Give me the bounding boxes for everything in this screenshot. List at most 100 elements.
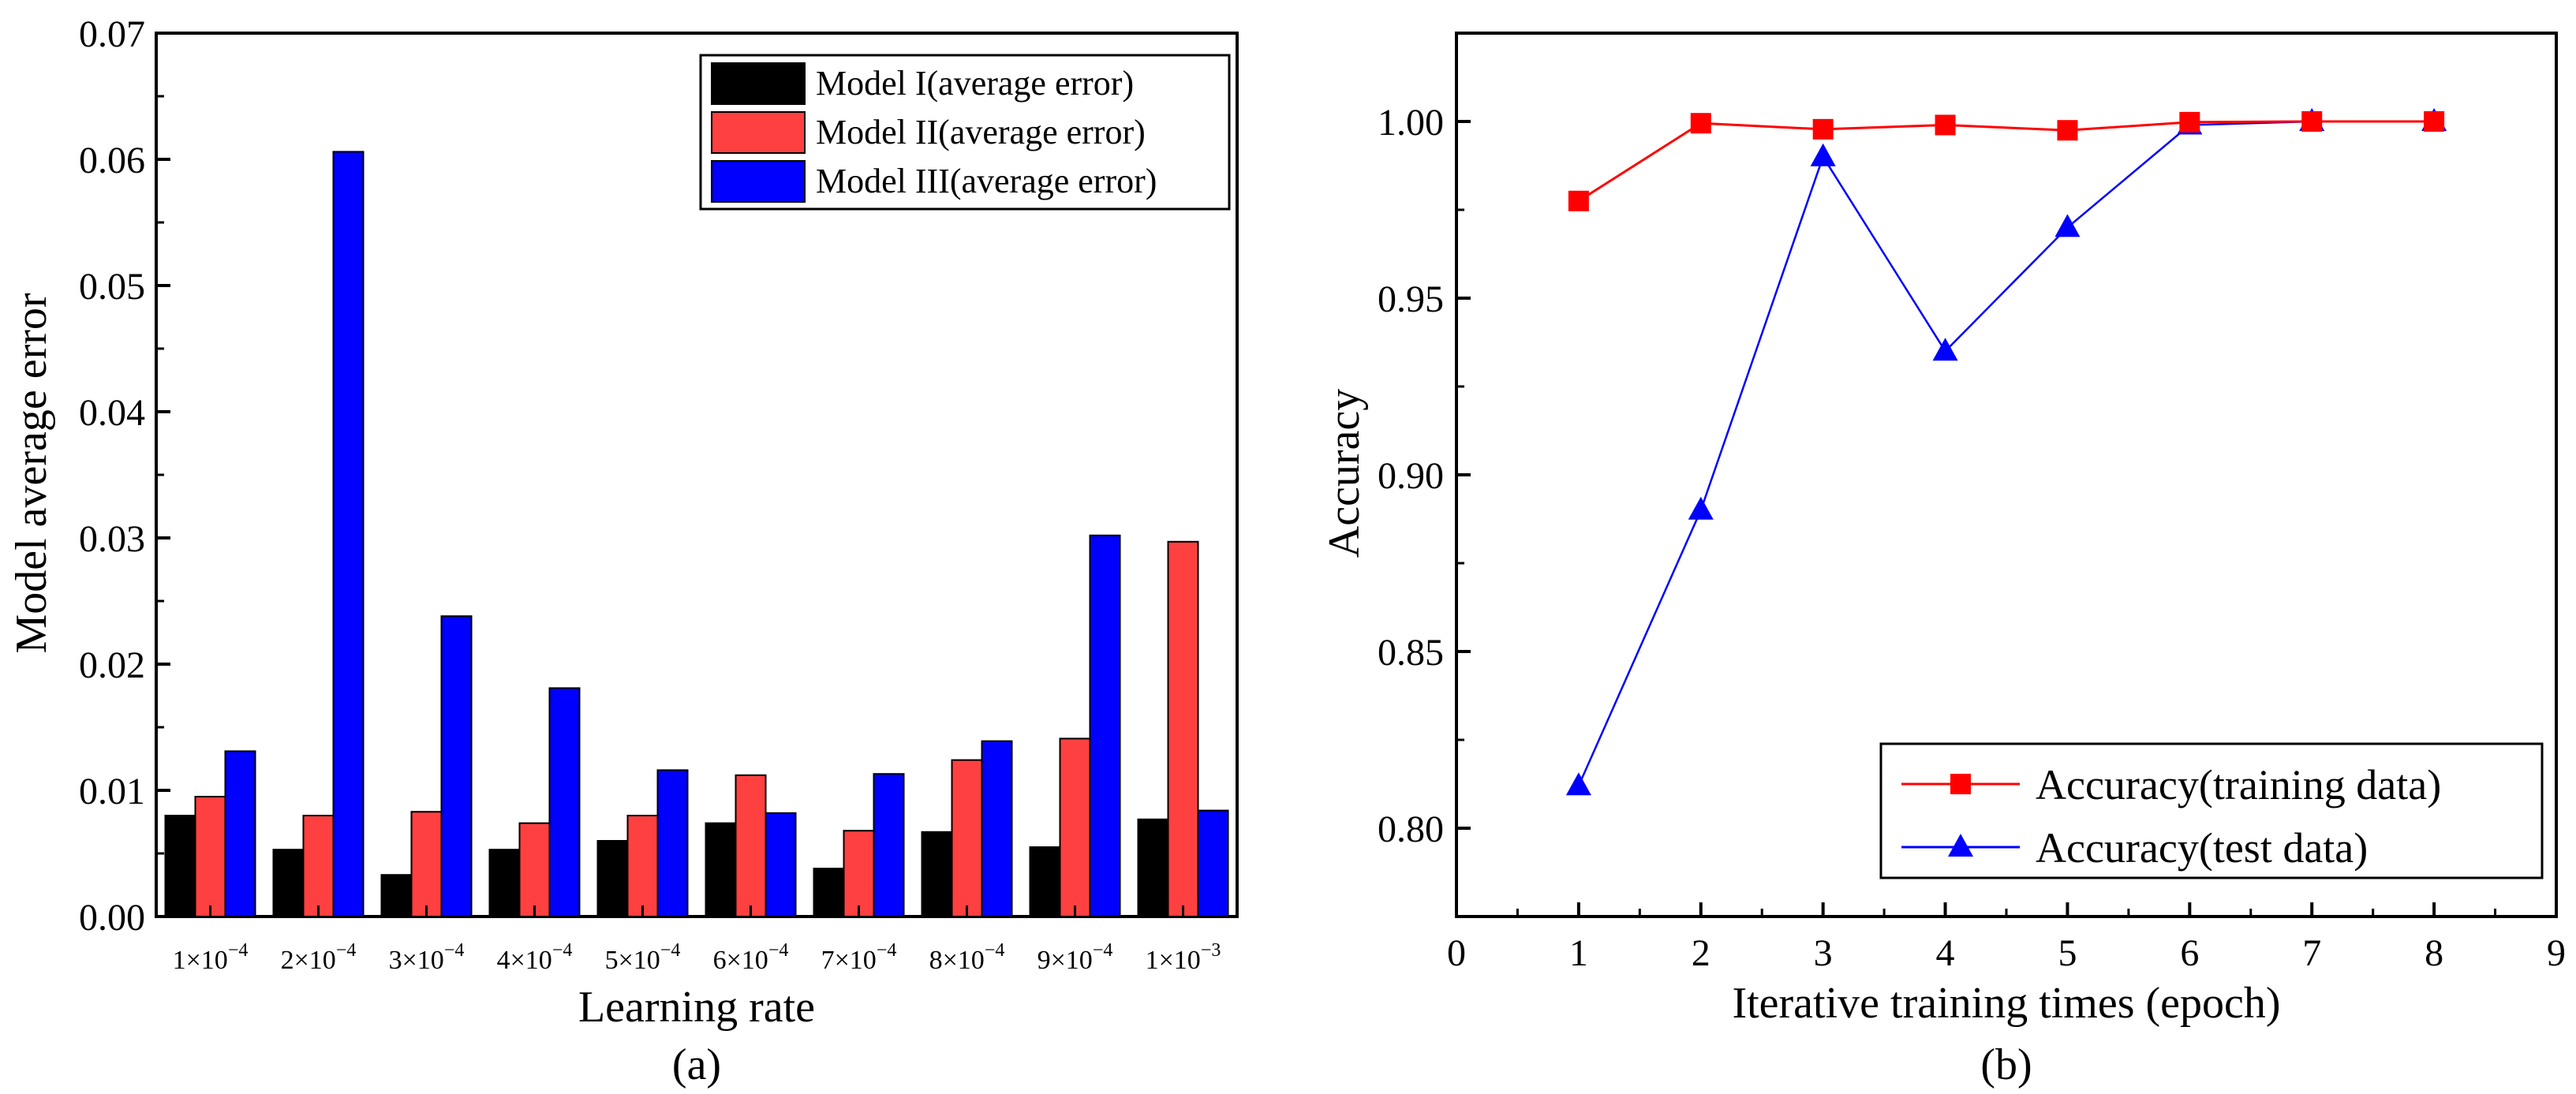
- x-tick-label: 8: [2425, 932, 2443, 974]
- bar-1-9: [1029, 846, 1061, 917]
- panel-b-legend-box: [1879, 742, 2544, 879]
- bar-3-4: [548, 687, 581, 918]
- point-1-5: [2057, 120, 2078, 141]
- x-tick-label: 6×10−4: [713, 940, 789, 975]
- panel-a-y-ticks: 0.00 0.01 0.02 0.03 0.04 0.05 0.06 0.07: [79, 13, 170, 939]
- point-2-4: [1932, 338, 1958, 361]
- y-tick-label: 0.02: [79, 644, 145, 686]
- legend-label-2: Model II(average error): [816, 113, 1146, 151]
- x-tick-label: 6: [2180, 932, 2199, 974]
- bar-3-9: [1089, 534, 1121, 917]
- panel-b-x-ticks: 0 1 2 3 4 5 6 7 8 9: [1447, 902, 2566, 974]
- point-2-3: [1810, 143, 1836, 166]
- panel-b-legend: Accuracy(training data) Accuracy(test dat…: [1879, 742, 2544, 879]
- panel-a-bars: [164, 151, 1229, 918]
- y-tick-label: 0.85: [1378, 632, 1444, 674]
- x-tick-label: 9×10−4: [1038, 940, 1113, 975]
- bar-1-10: [1137, 818, 1169, 918]
- point-1-7: [2301, 111, 2323, 132]
- x-tick-label: 1×10−3: [1146, 940, 1221, 975]
- legend-label-3: Model III(average error): [816, 162, 1157, 200]
- bar-2-4: [518, 822, 551, 917]
- panel-b-y-ticks: 0.80 0.85 0.90 0.95 1.00: [1378, 102, 1471, 850]
- y-tick-label: 0.03: [79, 518, 145, 560]
- bar-2-8: [951, 759, 983, 917]
- bar-3-6: [765, 812, 797, 918]
- x-tick-label: 4×10−4: [497, 940, 573, 975]
- y-tick-label: 0.00: [79, 897, 145, 939]
- point-1-8: [2424, 111, 2445, 132]
- x-tick-label: 5×10−4: [605, 940, 681, 975]
- x-tick-label: 1×10−4: [173, 940, 249, 975]
- x-tick-label: 0: [1447, 932, 1466, 974]
- bar-1-8: [921, 831, 953, 918]
- bar-2-3: [410, 811, 443, 917]
- bar-2-9: [1059, 737, 1091, 918]
- panel-b-y-axis-title: Accuracy: [1320, 389, 1369, 558]
- bar-2-5: [626, 815, 659, 917]
- x-tick-label: 7×10−4: [821, 940, 897, 975]
- x-tick-label: 5: [2058, 932, 2077, 974]
- x-tick-label: 8×10−4: [929, 940, 1005, 975]
- point-2-1: [1565, 772, 1591, 796]
- panel-b-line-chart: 0.80 0.85 0.90 0.95 1.00 0 1 2 3 4 5 6 7 8 9 Iterativ…: [1320, 32, 2566, 1089]
- legend-swatch-1: [711, 62, 806, 105]
- bar-1-7: [813, 868, 845, 917]
- y-tick-label: 1.00: [1378, 102, 1444, 144]
- bar-3-1: [224, 750, 256, 918]
- x-tick-label: 3: [1814, 932, 1833, 974]
- y-tick-label: 0.90: [1378, 455, 1444, 497]
- point-1-1: [1568, 190, 1589, 211]
- bar-2-7: [843, 830, 875, 917]
- legend-swatch-3: [711, 160, 806, 203]
- bar-1-5: [596, 840, 629, 917]
- y-tick-label: 0.04: [79, 392, 145, 434]
- panel-a-bar-chart: 0.00 0.01 0.02 0.03 0.04 0.05 0.06 0.07 1×10−4 2…: [7, 13, 1239, 1089]
- bar-3-2: [332, 151, 365, 917]
- point-2-5: [2054, 214, 2081, 237]
- series-line-1: [1578, 120, 2435, 203]
- point-1-3: [1812, 118, 1834, 140]
- bar-3-10: [1197, 809, 1229, 917]
- bar-3-8: [981, 740, 1013, 917]
- y-tick-label: 0.01: [79, 771, 145, 812]
- bar-2-6: [735, 774, 767, 917]
- panel-a-legend: Model I(average error) Model II(average e…: [699, 54, 1231, 211]
- panel-a-x-ticks: 1×10−4 2×10−4 3×10−4 4×10−4 5×10−4 6×10−4 7×10…: [173, 905, 1221, 975]
- point-1-2: [1690, 113, 1711, 134]
- panel-b-x-axis-title: Iterative training times (epoch): [1732, 979, 2280, 1028]
- point-2-2: [1688, 496, 1714, 520]
- bar-1-6: [705, 822, 737, 917]
- point-1-4: [1935, 114, 1956, 136]
- x-tick-label: 1: [1569, 932, 1588, 974]
- y-tick-label: 0.95: [1378, 278, 1444, 320]
- bar-2-10: [1167, 540, 1199, 917]
- bar-1-4: [488, 849, 521, 917]
- x-tick-label: 3×10−4: [389, 940, 465, 975]
- legend-marker-1: [1950, 774, 1971, 794]
- legend-marker-2: [1948, 834, 1973, 857]
- x-tick-label: 2×10−4: [281, 940, 357, 975]
- y-tick-label: 0.05: [79, 266, 145, 308]
- point-1-6: [2179, 111, 2200, 133]
- bar-2-2: [302, 815, 335, 917]
- x-tick-label: 2: [1692, 932, 1710, 974]
- y-tick-label: 0.06: [79, 140, 145, 181]
- legend-swatch-2: [711, 111, 806, 154]
- panel-b-label: (b): [1980, 1040, 2032, 1089]
- series-1: [1568, 111, 2445, 211]
- legend-label-2: Accuracy(test data): [2036, 824, 2368, 872]
- x-tick-label: 4: [1936, 932, 1955, 974]
- panel-a-label: (a): [672, 1040, 721, 1089]
- bar-1-3: [380, 874, 413, 917]
- bar-2-1: [194, 796, 226, 917]
- legend-label-1: Model I(average error): [816, 64, 1134, 103]
- x-tick-label: 7: [2302, 932, 2321, 974]
- x-tick-label: 9: [2547, 932, 2566, 974]
- bar-3-3: [440, 615, 473, 917]
- panel-a-x-axis-title: Learning rate: [578, 983, 815, 1032]
- panel-a-y-axis-title: Model average error: [7, 293, 56, 653]
- panel-b-series: [1565, 108, 2447, 796]
- bar-3-5: [656, 769, 689, 918]
